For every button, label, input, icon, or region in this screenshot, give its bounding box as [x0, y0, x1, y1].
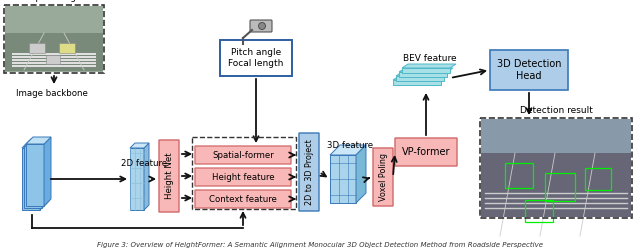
- Bar: [12, 56, 96, 58]
- Text: Detection result: Detection result: [520, 106, 593, 115]
- Polygon shape: [330, 155, 356, 203]
- Polygon shape: [130, 143, 149, 148]
- FancyBboxPatch shape: [250, 20, 272, 32]
- FancyBboxPatch shape: [195, 168, 291, 186]
- Bar: [585, 168, 611, 190]
- Bar: [480, 118, 632, 218]
- Text: BEV feature: BEV feature: [403, 54, 457, 63]
- Text: Spatial-former: Spatial-former: [212, 151, 274, 159]
- FancyBboxPatch shape: [373, 148, 393, 206]
- Polygon shape: [399, 68, 453, 72]
- Polygon shape: [399, 72, 447, 77]
- Text: VP-former: VP-former: [402, 147, 451, 157]
- Polygon shape: [356, 145, 366, 203]
- Bar: [4, 5, 104, 73]
- Bar: [12, 65, 96, 66]
- Circle shape: [259, 23, 266, 30]
- Text: Pitch angle
Focal length: Pitch angle Focal length: [228, 48, 284, 68]
- Text: Height Net: Height Net: [164, 153, 173, 199]
- Polygon shape: [130, 148, 144, 210]
- Polygon shape: [144, 143, 149, 210]
- FancyBboxPatch shape: [220, 40, 292, 76]
- Text: Height feature: Height feature: [212, 173, 275, 182]
- Polygon shape: [40, 141, 47, 210]
- FancyBboxPatch shape: [159, 140, 179, 212]
- Bar: [192, 137, 296, 209]
- Bar: [481, 119, 631, 217]
- FancyBboxPatch shape: [195, 190, 291, 208]
- Text: 3D Detection
Head: 3D Detection Head: [497, 59, 561, 81]
- FancyBboxPatch shape: [490, 50, 568, 90]
- Bar: [29, 43, 45, 53]
- Bar: [12, 53, 96, 55]
- Polygon shape: [402, 68, 450, 73]
- Bar: [5, 6, 103, 72]
- Bar: [505, 163, 533, 188]
- Polygon shape: [26, 144, 44, 206]
- Polygon shape: [22, 148, 40, 210]
- Polygon shape: [393, 80, 441, 85]
- Polygon shape: [330, 145, 366, 155]
- Text: Figure 3: Overview of HeightFormer: A Semantic Alignment Monocular 3D Object Det: Figure 3: Overview of HeightFormer: A Se…: [97, 242, 543, 248]
- Bar: [5, 33, 103, 71]
- FancyBboxPatch shape: [195, 146, 291, 164]
- Polygon shape: [24, 146, 42, 208]
- Polygon shape: [402, 64, 456, 68]
- Text: Context feature: Context feature: [209, 194, 277, 204]
- Bar: [12, 59, 96, 61]
- Text: 3D feature: 3D feature: [327, 141, 373, 150]
- Text: 2D feature: 2D feature: [121, 159, 167, 168]
- Polygon shape: [22, 141, 47, 148]
- Bar: [12, 62, 96, 63]
- Polygon shape: [26, 137, 51, 144]
- FancyBboxPatch shape: [299, 133, 319, 211]
- Polygon shape: [42, 139, 49, 208]
- FancyBboxPatch shape: [395, 138, 457, 166]
- Polygon shape: [396, 76, 444, 81]
- Bar: [481, 153, 631, 217]
- Polygon shape: [24, 139, 49, 146]
- Text: Voxel Poling: Voxel Poling: [378, 153, 387, 201]
- Polygon shape: [393, 76, 447, 80]
- Text: 2D to 3D Project: 2D to 3D Project: [305, 139, 314, 205]
- Bar: [525, 200, 553, 222]
- Bar: [46, 55, 60, 64]
- Text: Image backbone: Image backbone: [16, 89, 88, 98]
- Polygon shape: [44, 137, 51, 206]
- Text: Input image: Input image: [27, 0, 81, 2]
- Bar: [545, 173, 575, 201]
- Bar: [59, 43, 75, 53]
- Polygon shape: [396, 72, 450, 76]
